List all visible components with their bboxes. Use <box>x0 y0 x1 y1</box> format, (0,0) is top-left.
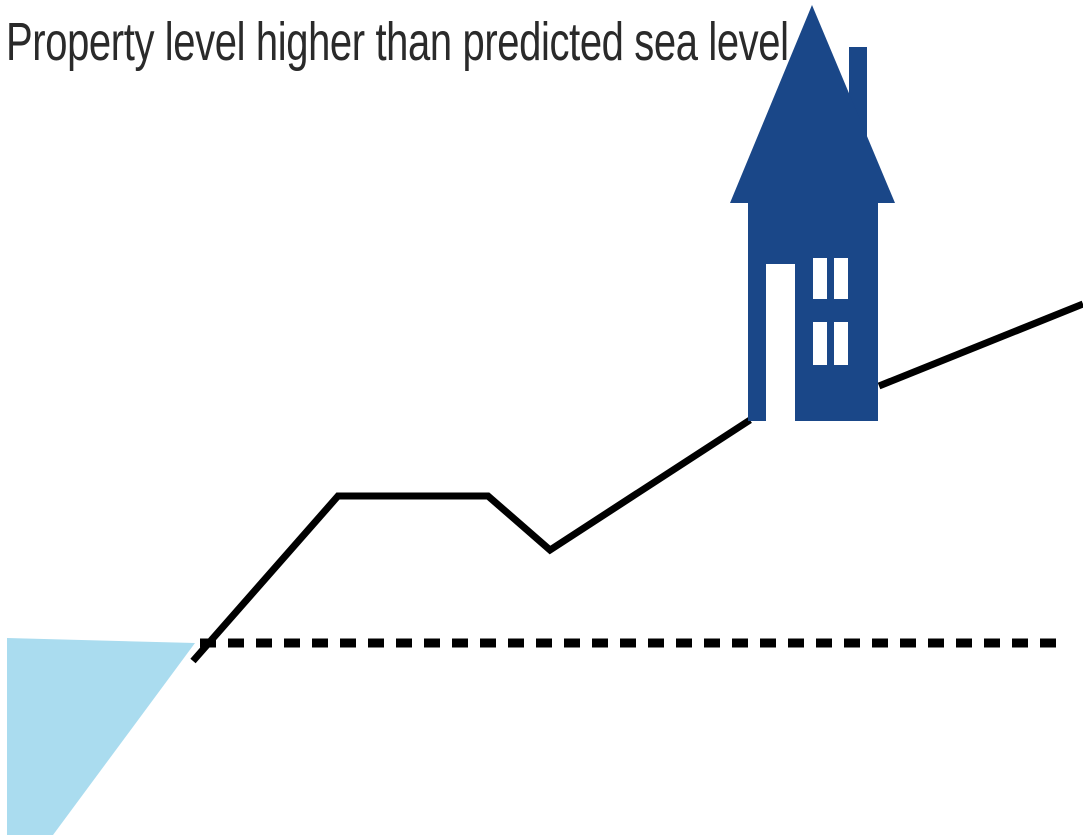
house-window <box>813 258 827 299</box>
house-roof <box>730 5 895 203</box>
house-door <box>766 264 795 422</box>
sea-water <box>7 638 195 835</box>
house-window <box>834 322 848 365</box>
ground-profile-line <box>190 417 752 664</box>
house-window <box>834 258 848 299</box>
house-icon <box>730 5 895 422</box>
house-window <box>813 322 827 365</box>
ground-profile-line-right <box>877 300 1083 390</box>
diagram-title: Property level higher than predicted sea… <box>6 12 789 72</box>
